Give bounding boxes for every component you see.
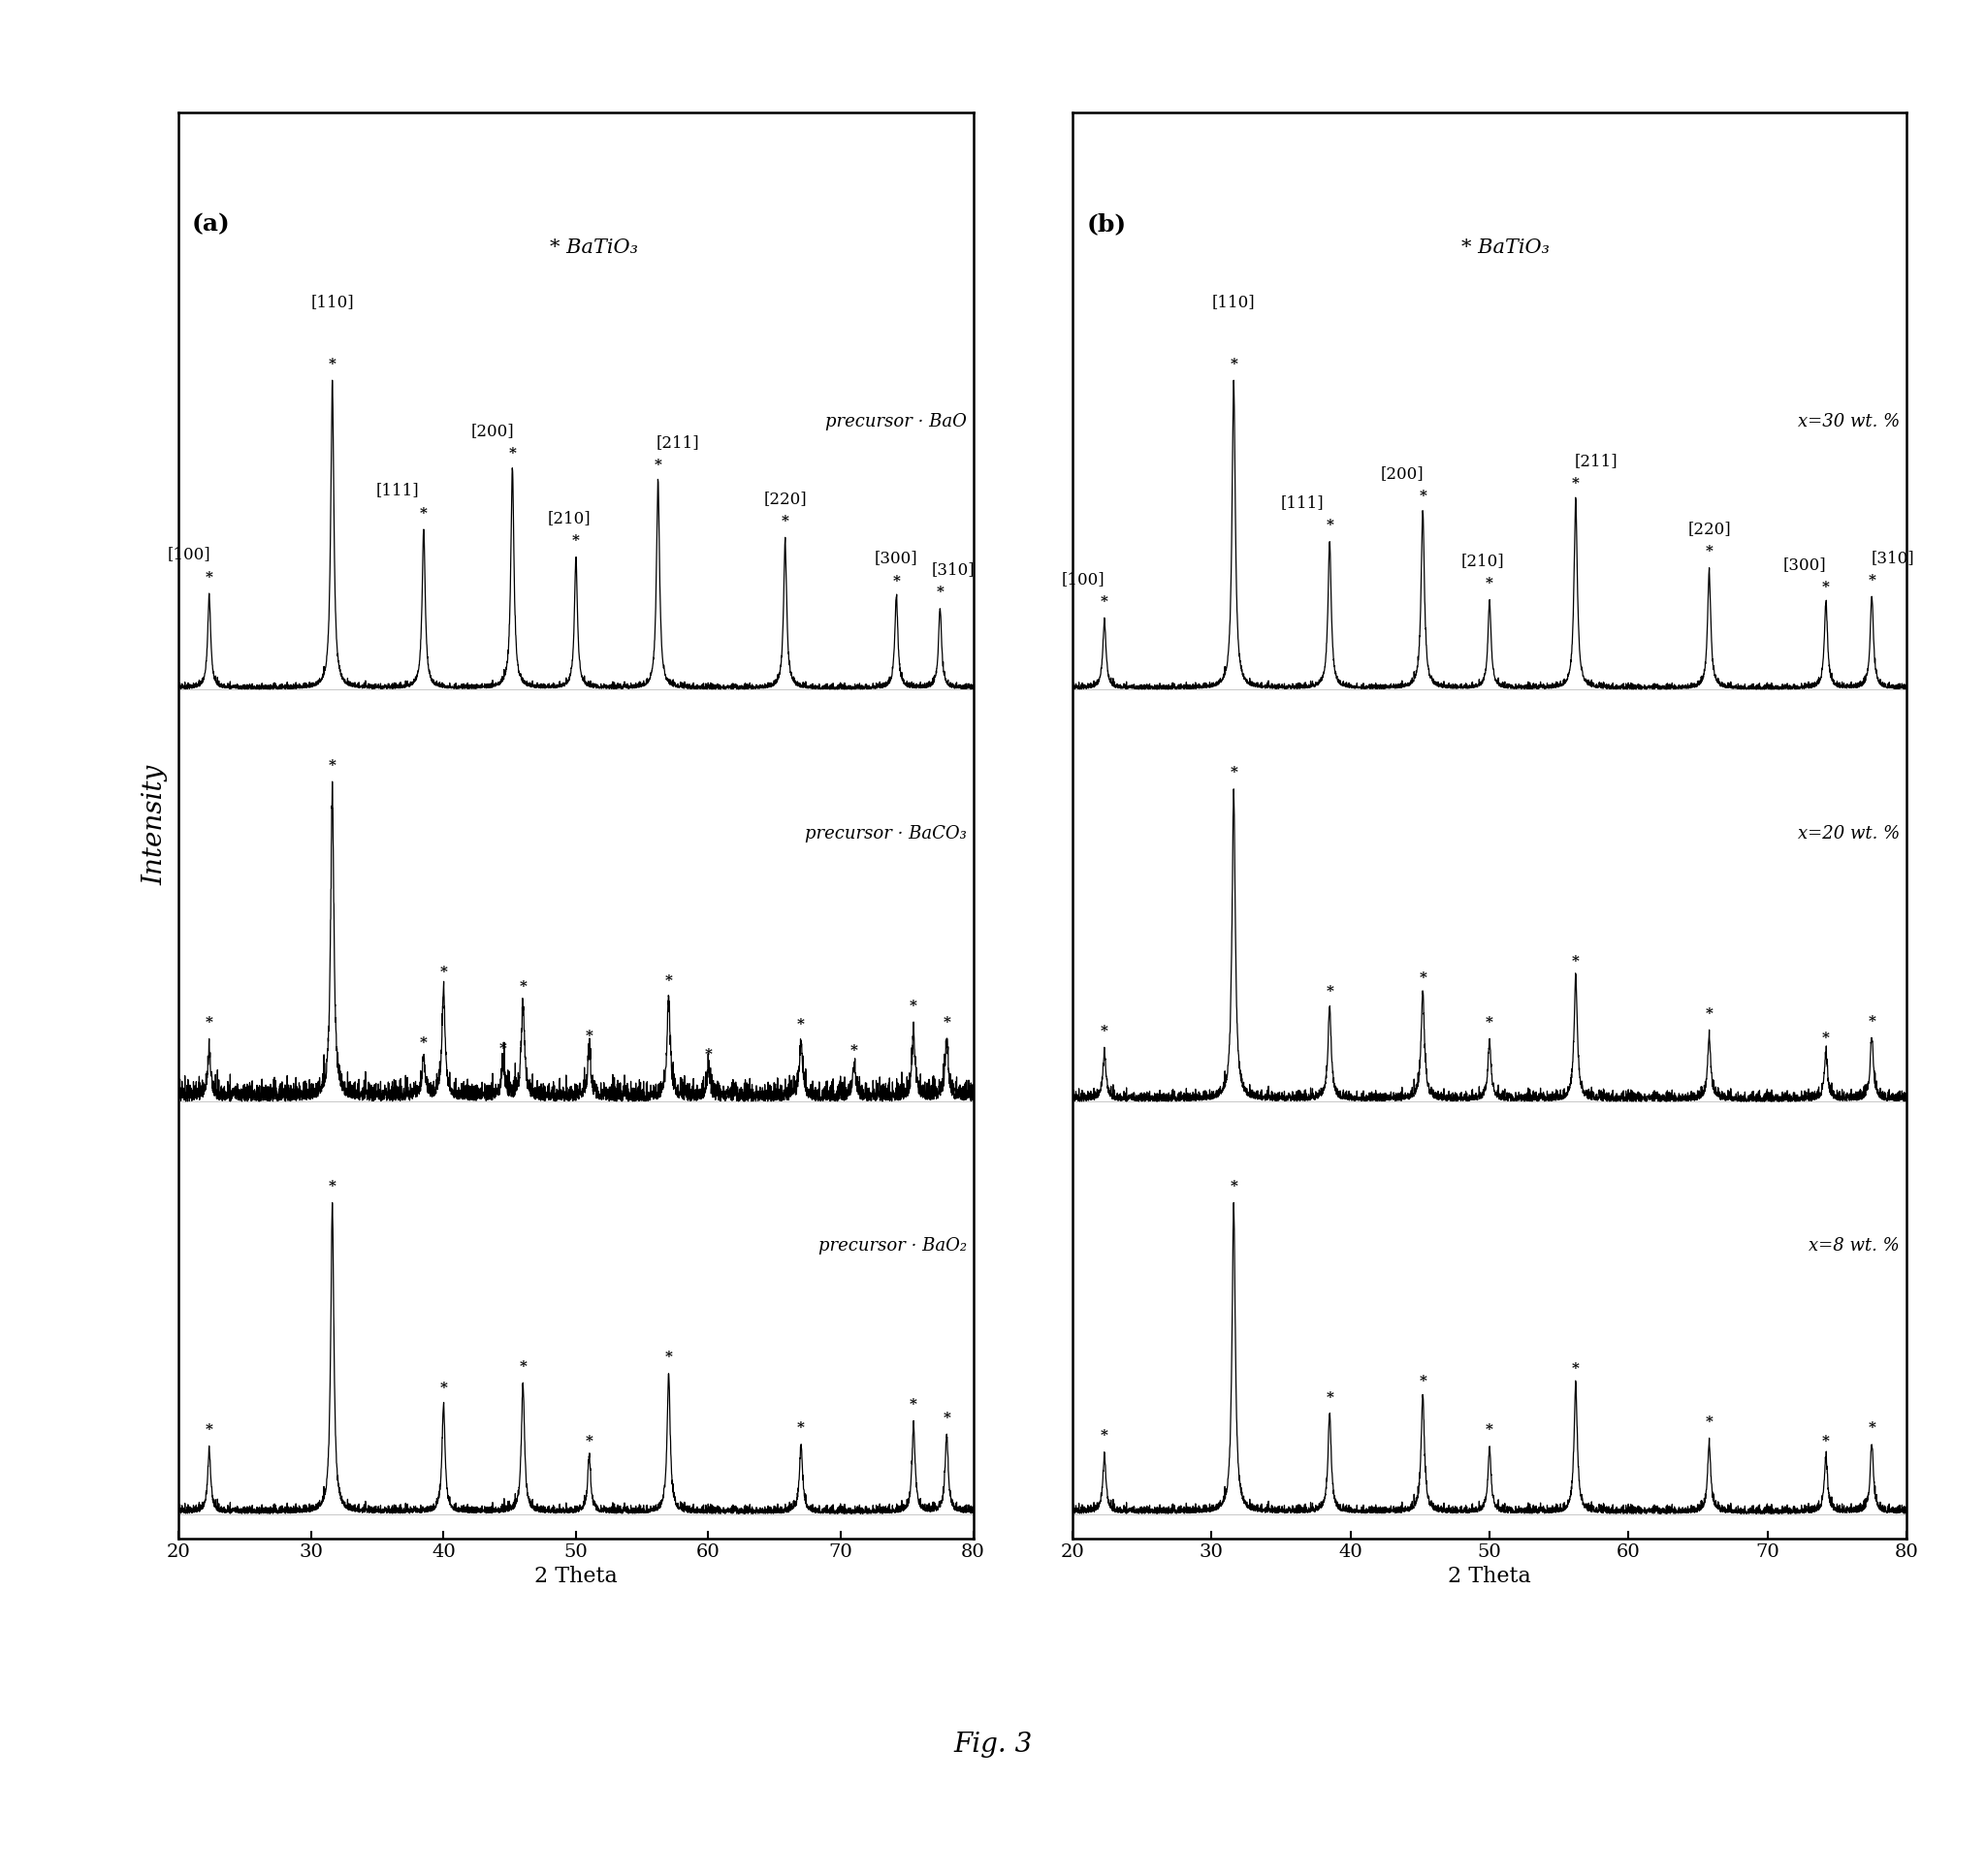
- Text: precursor · BaO: precursor · BaO: [824, 413, 967, 430]
- Text: [100]: [100]: [1063, 570, 1104, 587]
- Text: [300]: [300]: [1783, 557, 1827, 572]
- Text: *: *: [1229, 765, 1237, 780]
- Text: [220]: [220]: [1688, 522, 1730, 537]
- Text: *: *: [498, 1043, 506, 1056]
- Text: [210]: [210]: [548, 510, 592, 527]
- Text: *: *: [1821, 580, 1829, 595]
- Text: *: *: [508, 446, 516, 460]
- Text: *: *: [1229, 358, 1237, 371]
- Text: x=8 wt. %: x=8 wt. %: [1809, 1238, 1899, 1255]
- Text: *: *: [935, 585, 943, 600]
- Text: * BaTiO₃: * BaTiO₃: [550, 238, 638, 257]
- Text: *: *: [205, 570, 213, 583]
- X-axis label: 2 Theta: 2 Theta: [534, 1566, 618, 1587]
- Text: *: *: [1100, 595, 1108, 608]
- Y-axis label: Intensity: Intensity: [141, 765, 169, 885]
- Text: *: *: [780, 514, 788, 529]
- Text: *: *: [328, 760, 336, 773]
- Text: *: *: [1869, 1015, 1875, 1028]
- Text: *: *: [586, 1030, 594, 1043]
- Text: *: *: [1327, 520, 1333, 533]
- Text: *: *: [892, 574, 900, 587]
- Text: *: *: [572, 535, 580, 548]
- Text: *: *: [1418, 1375, 1426, 1388]
- Text: *: *: [1571, 1362, 1579, 1375]
- Text: *: *: [1418, 490, 1426, 503]
- Text: *: *: [796, 1422, 804, 1435]
- Text: [210]: [210]: [1462, 553, 1503, 568]
- Text: Fig. 3: Fig. 3: [953, 1732, 1033, 1758]
- Text: *: *: [205, 1017, 213, 1030]
- Text: *: *: [943, 1411, 951, 1426]
- Text: precursor · BaCO₃: precursor · BaCO₃: [804, 825, 967, 842]
- Text: *: *: [518, 1360, 526, 1373]
- Text: *: *: [1869, 574, 1875, 587]
- Text: *: *: [1100, 1024, 1108, 1037]
- Text: *: *: [518, 979, 526, 994]
- Text: *: *: [328, 1180, 336, 1193]
- Text: [220]: [220]: [763, 490, 806, 507]
- Text: *: *: [328, 358, 336, 371]
- Text: *: *: [1706, 1415, 1714, 1430]
- Text: precursor · BaO₂: precursor · BaO₂: [818, 1238, 967, 1255]
- Text: [310]: [310]: [931, 561, 975, 578]
- Text: *: *: [1100, 1430, 1108, 1443]
- Text: *: *: [1327, 985, 1333, 998]
- Text: *: *: [1571, 477, 1579, 490]
- Text: *: *: [850, 1043, 858, 1058]
- Text: *: *: [1486, 1017, 1493, 1030]
- Text: *: *: [943, 1015, 951, 1030]
- Text: *: *: [665, 974, 673, 987]
- Text: *: *: [1821, 1032, 1829, 1045]
- Text: [100]: [100]: [167, 546, 211, 563]
- Text: [211]: [211]: [655, 433, 699, 450]
- Text: x=30 wt. %: x=30 wt. %: [1797, 413, 1899, 430]
- Text: [200]: [200]: [471, 422, 514, 439]
- X-axis label: 2 Theta: 2 Theta: [1448, 1566, 1531, 1587]
- Text: *: *: [1869, 1422, 1875, 1435]
- Text: [200]: [200]: [1380, 465, 1424, 482]
- Text: *: *: [910, 1000, 918, 1013]
- Text: [111]: [111]: [375, 482, 419, 499]
- Text: x=20 wt. %: x=20 wt. %: [1797, 825, 1899, 842]
- Text: *: *: [1327, 1392, 1333, 1405]
- Text: *: *: [439, 966, 447, 979]
- Text: *: *: [1706, 546, 1714, 559]
- Text: *: *: [205, 1424, 213, 1437]
- Text: *: *: [1486, 578, 1493, 591]
- Text: [310]: [310]: [1871, 550, 1915, 567]
- Text: (a): (a): [193, 214, 230, 236]
- Text: *: *: [653, 458, 661, 473]
- Text: *: *: [1706, 1007, 1714, 1021]
- Text: *: *: [910, 1398, 918, 1411]
- Text: *: *: [705, 1049, 713, 1062]
- Text: *: *: [1821, 1435, 1829, 1448]
- Text: * BaTiO₃: * BaTiO₃: [1462, 238, 1549, 257]
- Text: [110]: [110]: [310, 293, 354, 310]
- Text: *: *: [1486, 1424, 1493, 1437]
- Text: *: *: [439, 1383, 447, 1396]
- Text: *: *: [1229, 1180, 1237, 1193]
- Text: *: *: [796, 1019, 804, 1032]
- Text: *: *: [1571, 955, 1579, 970]
- Text: *: *: [1418, 972, 1426, 985]
- Text: [110]: [110]: [1211, 293, 1255, 310]
- Text: [300]: [300]: [874, 550, 918, 567]
- Text: *: *: [665, 1351, 673, 1364]
- Text: *: *: [419, 1037, 427, 1051]
- Text: *: *: [419, 507, 427, 520]
- Text: [211]: [211]: [1575, 452, 1619, 469]
- Text: *: *: [586, 1435, 594, 1448]
- Text: (b): (b): [1086, 214, 1126, 236]
- Text: [111]: [111]: [1281, 495, 1323, 510]
